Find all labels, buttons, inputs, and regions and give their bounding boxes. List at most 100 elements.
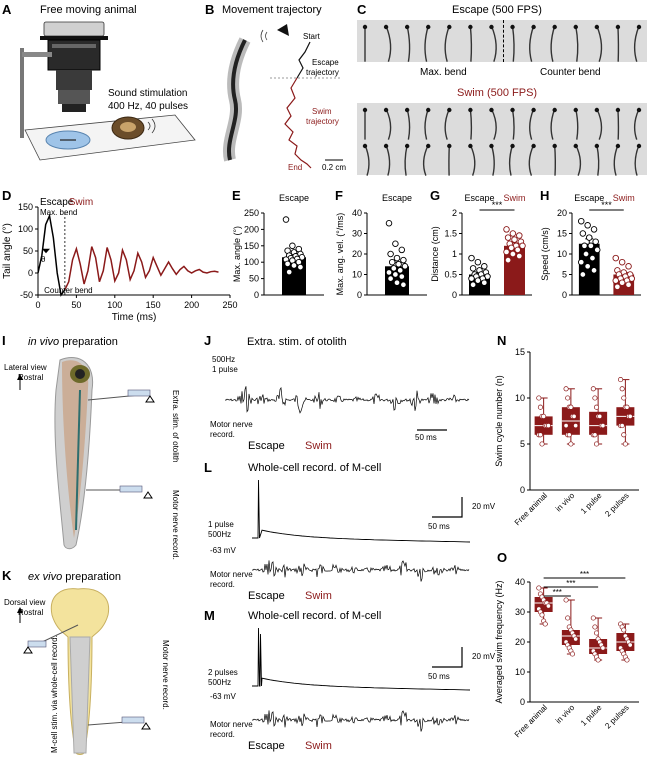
G-point [516,232,523,239]
G-point [519,242,526,250]
panel-j-trace [224,386,470,414]
G-cat-label: Swim [504,193,526,203]
O-ytick-label: 30 [515,607,525,617]
panel-m-scalebar [432,647,463,668]
fish-head [447,143,452,149]
fish-frame [553,144,557,176]
N-ytick-label: 0 [520,485,525,495]
fish-frame [529,108,535,140]
H-point [618,279,626,286]
fish-head [510,143,515,149]
N-point [563,423,569,429]
fish-frame [550,25,556,62]
N-point [622,441,628,447]
fish-head [404,24,410,30]
H-point [618,258,626,266]
panel-m-mcell-trace [252,627,471,691]
N-point [537,432,543,438]
O-point [624,657,630,663]
E-point [284,260,291,268]
H-point [582,250,590,258]
panel-f-chart: 0 10 20 30 40 Max. ang. vel. (°/ms) Escape [335,193,427,300]
fish-head [615,143,621,149]
H-point [578,217,585,225]
E-ytick-label: 250 [244,208,259,218]
G-point [509,250,517,258]
O-point [569,651,576,657]
O-ytick-label: 40 [515,577,525,587]
panel-o-chart: 0 10 20 30 40 Averaged swim frequency (Hz) Fre… [494,570,639,739]
H-ylabel: Speed (cm/s) [540,227,550,281]
fish-head [362,143,368,149]
O-xtick-label: 2 pulses [603,703,630,730]
F-point [400,281,407,288]
G-point [469,281,477,288]
panel-m-title: Whole-cell record. of M-cell [248,610,382,622]
panel-a-label: A [2,2,12,17]
panel-m-scale-t: 50 ms [428,672,450,681]
panel-b-scale: 0.2 cm [322,163,347,172]
O-sig: *** [566,579,575,588]
N-point [624,404,630,410]
E-ytick-label: 50 [249,274,259,284]
N-point [600,423,606,429]
panel-l-stim1: 1 pulse [208,520,234,529]
panel-i-orient2: Rostral [18,373,44,382]
fish-head [510,107,515,113]
panel-b-swim-traj1: Swim [312,107,332,116]
H-point [592,238,599,245]
N-point [537,404,543,410]
panel-h-label: H [540,188,550,203]
G-point [504,256,512,264]
panel-m-motor-trace [251,710,470,732]
d-ytick-label: 0 [28,268,33,278]
H-point [579,271,587,278]
G-point [509,230,517,237]
fish-frame [511,25,515,62]
d-swim-line [64,246,219,291]
N-point [566,432,572,438]
N-ytick-label: 10 [515,393,525,403]
d-counterbend-label: Counter bend [44,286,92,295]
fish-frame [550,108,556,140]
O-point [565,615,571,621]
fish-frame [511,108,515,140]
panel-j-scalebar [417,429,447,431]
panel-c-swim-title: Swim (500 FPS) [457,87,538,99]
E-ylabel: Max. angle (°) [232,226,242,282]
F-point [387,275,394,282]
panel-l-swim: Swim [305,590,332,602]
fish-head [404,143,410,149]
O-point [573,636,579,642]
G-ytick-label: 1.5 [444,229,457,239]
panel-m-motor1: Motor nerve [210,720,253,729]
E-point [285,268,293,276]
N-point [541,413,547,419]
G-ytick-label: 2 [452,208,457,218]
G-point [474,258,482,266]
G-point [474,277,482,284]
fish-head [468,107,473,113]
N-point [545,423,551,429]
N-point [592,432,598,438]
d-ylabel: Tail angle (°) [2,223,13,279]
N-point [573,423,579,429]
E-point [282,216,290,223]
panel-i-stim: Extra. stim. of otolith [171,390,180,463]
N-point [536,395,542,401]
fish-head [426,143,431,149]
fish-frame [596,108,603,140]
N-ytick-label: 15 [515,347,525,357]
panel-g-chart: 0 0.5 1 1.5 2 Distance (cm) Escape Swim*** [430,193,532,300]
F-point [398,246,406,254]
fish-frame [385,25,392,62]
d-theta-label: θ [41,255,46,264]
d-xlabel: Time (ms) [112,312,157,323]
motor-nerve-trace [251,710,470,732]
F-point [401,263,409,270]
N-point [590,386,596,392]
panel-c-max-bend: Max. bend [420,67,467,78]
fish-head [531,143,536,149]
fish-frame [575,144,582,176]
panel-b-escape-traj2: trajectory [306,68,339,77]
